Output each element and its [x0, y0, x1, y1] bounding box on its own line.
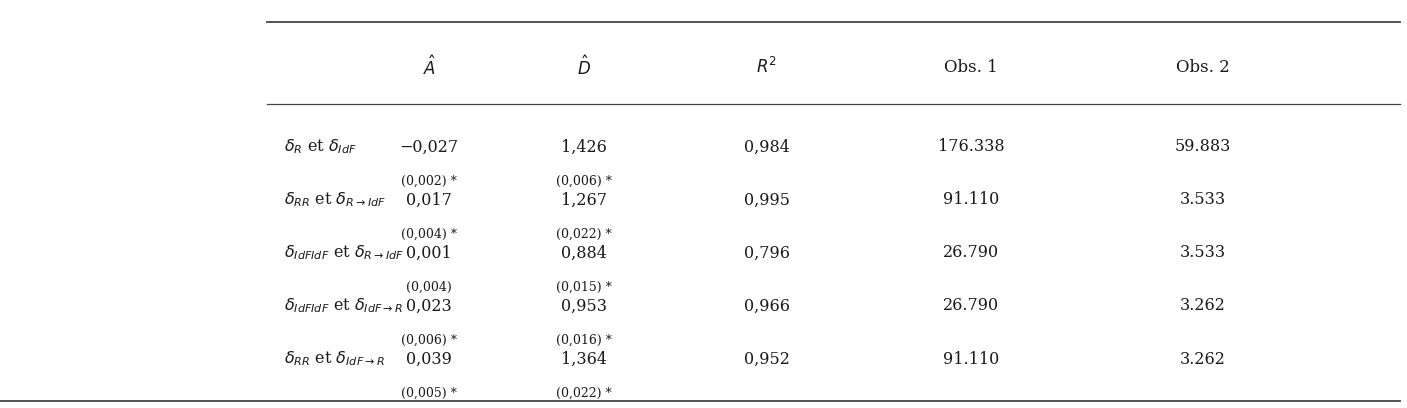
- Text: $\delta_{RR}$ et $\delta_{R\rightarrow IdF}$: $\delta_{RR}$ et $\delta_{R\rightarrow I…: [284, 191, 387, 209]
- Text: 1,267: 1,267: [561, 191, 606, 208]
- Text: (0,022) *: (0,022) *: [556, 228, 612, 241]
- Text: (0,002) *: (0,002) *: [401, 175, 457, 188]
- Text: 0,884: 0,884: [561, 244, 606, 262]
- Text: 0,023: 0,023: [407, 297, 452, 315]
- Text: $\hat{D}$: $\hat{D}$: [577, 55, 591, 79]
- Text: (0,004) *: (0,004) *: [401, 228, 457, 241]
- Text: $R^2$: $R^2$: [757, 57, 777, 78]
- Text: $\delta_{IdFIdF}$ et $\delta_{IdF\rightarrow R}$: $\delta_{IdFIdF}$ et $\delta_{IdF\righta…: [284, 297, 404, 315]
- Text: 176.338: 176.338: [937, 138, 1005, 155]
- Text: (0,005) *: (0,005) *: [401, 387, 457, 400]
- Text: Obs. 1: Obs. 1: [944, 59, 998, 76]
- Text: −0,027: −0,027: [400, 138, 459, 155]
- Text: 0,984: 0,984: [744, 138, 789, 155]
- Text: (0,006) *: (0,006) *: [401, 334, 457, 347]
- Text: 0,966: 0,966: [744, 297, 789, 315]
- Text: $\delta_{IdFIdF}$ et $\delta_{R\rightarrow IdF}$: $\delta_{IdFIdF}$ et $\delta_{R\rightarr…: [284, 244, 404, 262]
- Text: 1,364: 1,364: [561, 350, 606, 368]
- Text: 3.262: 3.262: [1180, 350, 1225, 368]
- Text: (0,022) *: (0,022) *: [556, 387, 612, 400]
- Text: 26.790: 26.790: [943, 244, 999, 262]
- Text: 0,995: 0,995: [744, 191, 789, 208]
- Text: 3.533: 3.533: [1180, 191, 1225, 208]
- Text: 26.790: 26.790: [943, 297, 999, 315]
- Text: 91.110: 91.110: [943, 191, 999, 208]
- Text: (0,016) *: (0,016) *: [556, 334, 612, 347]
- Text: (0,015) *: (0,015) *: [556, 281, 612, 294]
- Text: 3.262: 3.262: [1180, 297, 1225, 315]
- Text: 91.110: 91.110: [943, 350, 999, 368]
- Text: 0,001: 0,001: [407, 244, 452, 262]
- Text: 0,039: 0,039: [407, 350, 452, 368]
- Text: $\hat{A}$: $\hat{A}$: [422, 55, 436, 79]
- Text: 0,952: 0,952: [744, 350, 789, 368]
- Text: 59.883: 59.883: [1175, 138, 1231, 155]
- Text: 3.533: 3.533: [1180, 244, 1225, 262]
- Text: $\delta_{RR}$ et $\delta_{IdF\rightarrow R}$: $\delta_{RR}$ et $\delta_{IdF\rightarrow…: [284, 350, 386, 368]
- Text: (0,006) *: (0,006) *: [556, 175, 612, 188]
- Text: Obs. 2: Obs. 2: [1176, 59, 1230, 76]
- Text: 0,953: 0,953: [561, 297, 606, 315]
- Text: $\delta_R$ et $\delta_{IdF}$: $\delta_R$ et $\delta_{IdF}$: [284, 137, 357, 156]
- Text: (0,004): (0,004): [407, 281, 452, 294]
- Text: 0,017: 0,017: [407, 191, 452, 208]
- Text: 1,426: 1,426: [561, 138, 606, 155]
- Text: 0,796: 0,796: [744, 244, 789, 262]
